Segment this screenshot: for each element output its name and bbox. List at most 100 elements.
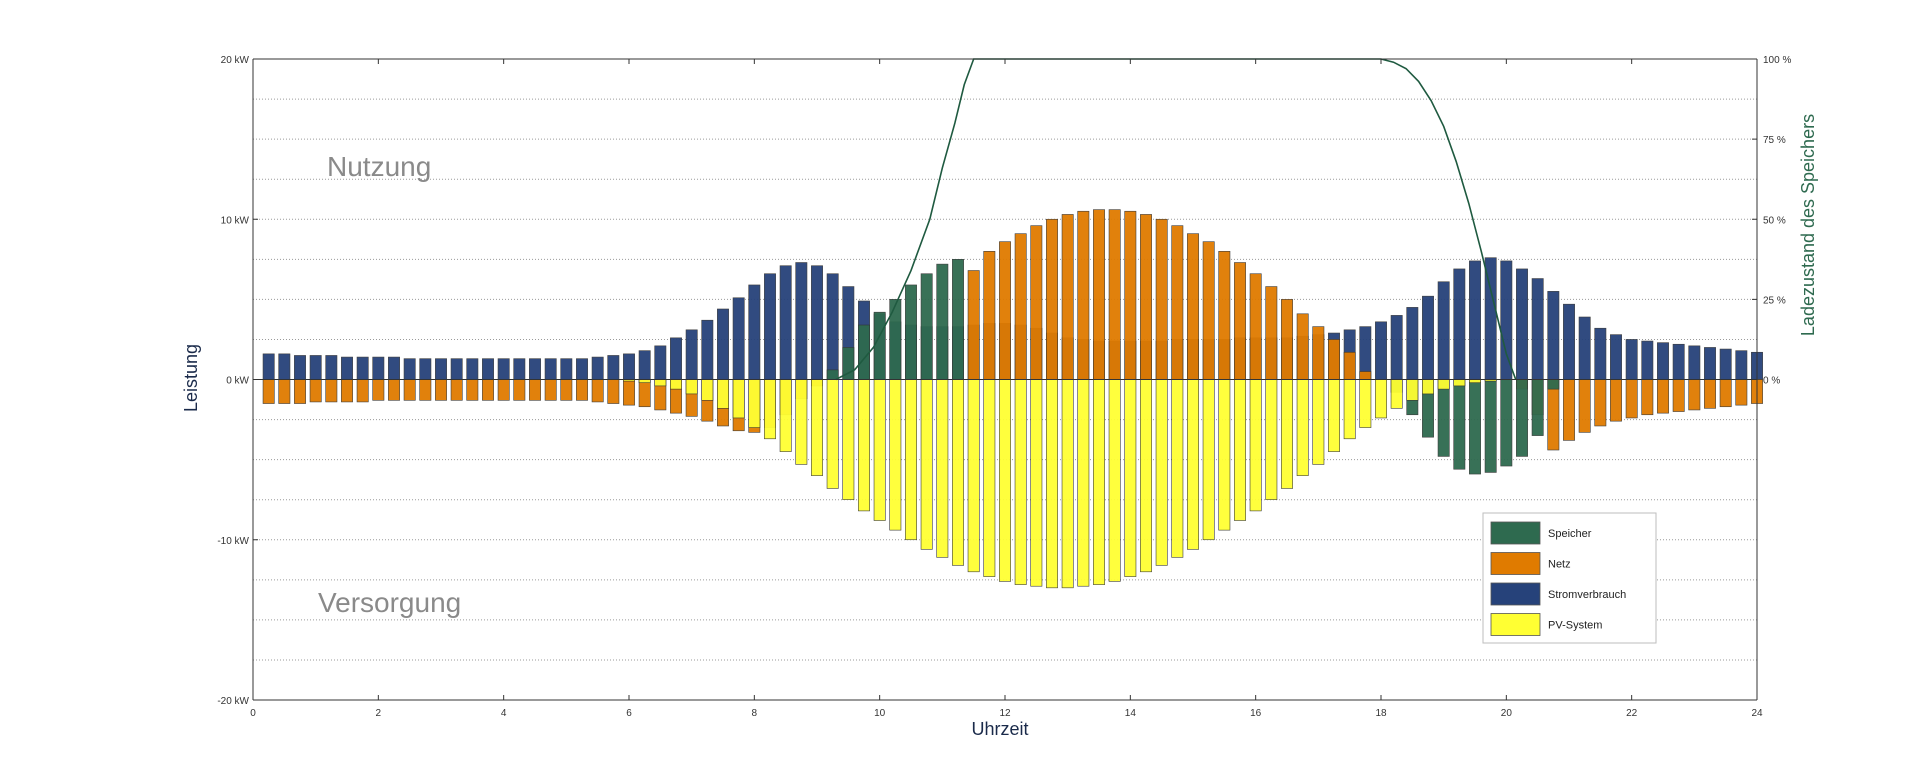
bar-stromverbrauch <box>294 355 306 380</box>
bar-stromverbrauch <box>419 358 432 380</box>
y2-tick-label: 0 % <box>1763 376 1780 387</box>
bar-pv-system <box>952 379 964 566</box>
legend-swatch-speicher <box>1490 521 1541 545</box>
y-tick-label: 10 kW <box>221 215 250 226</box>
bar-netz <box>450 379 463 401</box>
bar-stromverbrauch <box>1625 339 1638 380</box>
bar-netz <box>1030 225 1043 380</box>
bar-stromverbrauch <box>654 345 667 380</box>
bar-stromverbrauch <box>403 358 416 380</box>
x-tick-label: 22 <box>1626 708 1638 719</box>
bar-netz <box>403 379 416 401</box>
x-tick-label: 20 <box>1501 708 1513 719</box>
bar-pv-system <box>1140 379 1152 573</box>
bar-pv-system <box>920 379 933 550</box>
x-tick-label: 12 <box>999 708 1011 719</box>
bar-netz <box>1061 214 1074 380</box>
bar-pv-system <box>858 379 870 512</box>
bar-speicher <box>905 284 917 380</box>
bar-pv-system <box>1453 379 1466 387</box>
y-tick-label: -10 kW <box>217 536 249 547</box>
bar-stromverbrauch <box>435 358 447 380</box>
bar-pv-system <box>717 379 729 409</box>
bar-pv-system <box>1312 379 1325 465</box>
bar-stromverbrauch <box>278 353 291 380</box>
bar-stromverbrauch <box>529 358 541 380</box>
bar-netz <box>341 379 353 403</box>
bar-stromverbrauch <box>1657 342 1669 380</box>
bar-stromverbrauch <box>1375 321 1387 380</box>
bar-pv-system <box>889 379 902 531</box>
bar-netz <box>1704 379 1716 409</box>
bar-pv-system <box>779 379 792 452</box>
bar-stromverbrauch <box>356 356 369 380</box>
bar-pv-system <box>670 379 682 390</box>
bar-netz <box>294 379 306 404</box>
bar-speicher <box>858 324 870 380</box>
bar-netz <box>325 379 338 403</box>
bar-stromverbrauch <box>262 353 275 380</box>
bar-stromverbrauch <box>466 358 479 380</box>
bar-pv-system <box>1390 379 1403 409</box>
bar-pv-system <box>983 379 996 577</box>
bar-netz <box>1641 379 1654 416</box>
bar-netz <box>1672 379 1685 412</box>
x-tick-label: 4 <box>501 708 507 719</box>
bar-netz <box>607 379 620 404</box>
bar-stromverbrauch <box>1641 340 1654 380</box>
bar-stromverbrauch <box>576 358 588 380</box>
x-tick-label: 6 <box>626 708 632 719</box>
bar-speicher <box>1547 379 1560 390</box>
bar-pv-system <box>1422 379 1434 395</box>
bar-netz <box>591 379 604 403</box>
bar-pv-system <box>1124 379 1137 577</box>
bar-netz <box>1124 210 1137 380</box>
bar-speicher <box>873 311 886 380</box>
bar-pv-system <box>873 379 886 521</box>
bar-netz <box>1140 214 1152 380</box>
bar-speicher <box>1437 379 1450 457</box>
bar-netz <box>529 379 541 401</box>
bar-stromverbrauch <box>1406 307 1419 380</box>
bar-stromverbrauch <box>1453 268 1466 380</box>
bar-speicher <box>1453 379 1466 470</box>
bar-netz <box>1155 218 1168 380</box>
x-tick-label: 24 <box>1751 708 1763 719</box>
bar-speicher <box>952 259 964 380</box>
region-label-bottom: Versorgung <box>318 587 461 618</box>
bar-netz <box>309 379 322 403</box>
x-axis-title: Uhrzeit <box>971 719 1028 739</box>
bar-netz <box>1296 313 1309 380</box>
bar-stromverbrauch <box>1531 278 1544 380</box>
bar-stromverbrauch <box>685 329 698 380</box>
bar-stromverbrauch <box>1610 334 1622 380</box>
bar-speicher <box>1484 379 1497 473</box>
bar-pv-system <box>654 379 667 387</box>
bar-stromverbrauch <box>450 358 463 380</box>
bar-pv-system <box>764 379 776 440</box>
x-tick-label: 8 <box>752 708 758 719</box>
x-tick-label: 18 <box>1375 708 1387 719</box>
bar-netz <box>1014 233 1027 380</box>
bar-netz <box>419 379 432 401</box>
bar-netz <box>372 379 385 401</box>
bar-netz <box>1328 339 1340 380</box>
bar-pv-system <box>1108 379 1121 582</box>
bar-stromverbrauch <box>795 262 808 380</box>
bar-stromverbrauch <box>1672 343 1685 380</box>
bar-netz <box>482 379 494 401</box>
bar-stromverbrauch <box>623 353 635 380</box>
bar-stromverbrauch <box>591 356 604 380</box>
bar-netz <box>1077 210 1090 380</box>
bar-pv-system <box>999 379 1011 582</box>
bar-stromverbrauch <box>638 350 651 380</box>
bar-pv-system <box>1030 379 1043 587</box>
bar-netz <box>544 379 557 401</box>
y2-tick-label: 100 % <box>1763 55 1791 66</box>
bar-stromverbrauch <box>1390 315 1403 380</box>
bar-netz <box>1108 209 1121 380</box>
bar-netz <box>466 379 479 401</box>
bar-pv-system <box>1328 379 1340 452</box>
bar-netz <box>1281 299 1293 380</box>
